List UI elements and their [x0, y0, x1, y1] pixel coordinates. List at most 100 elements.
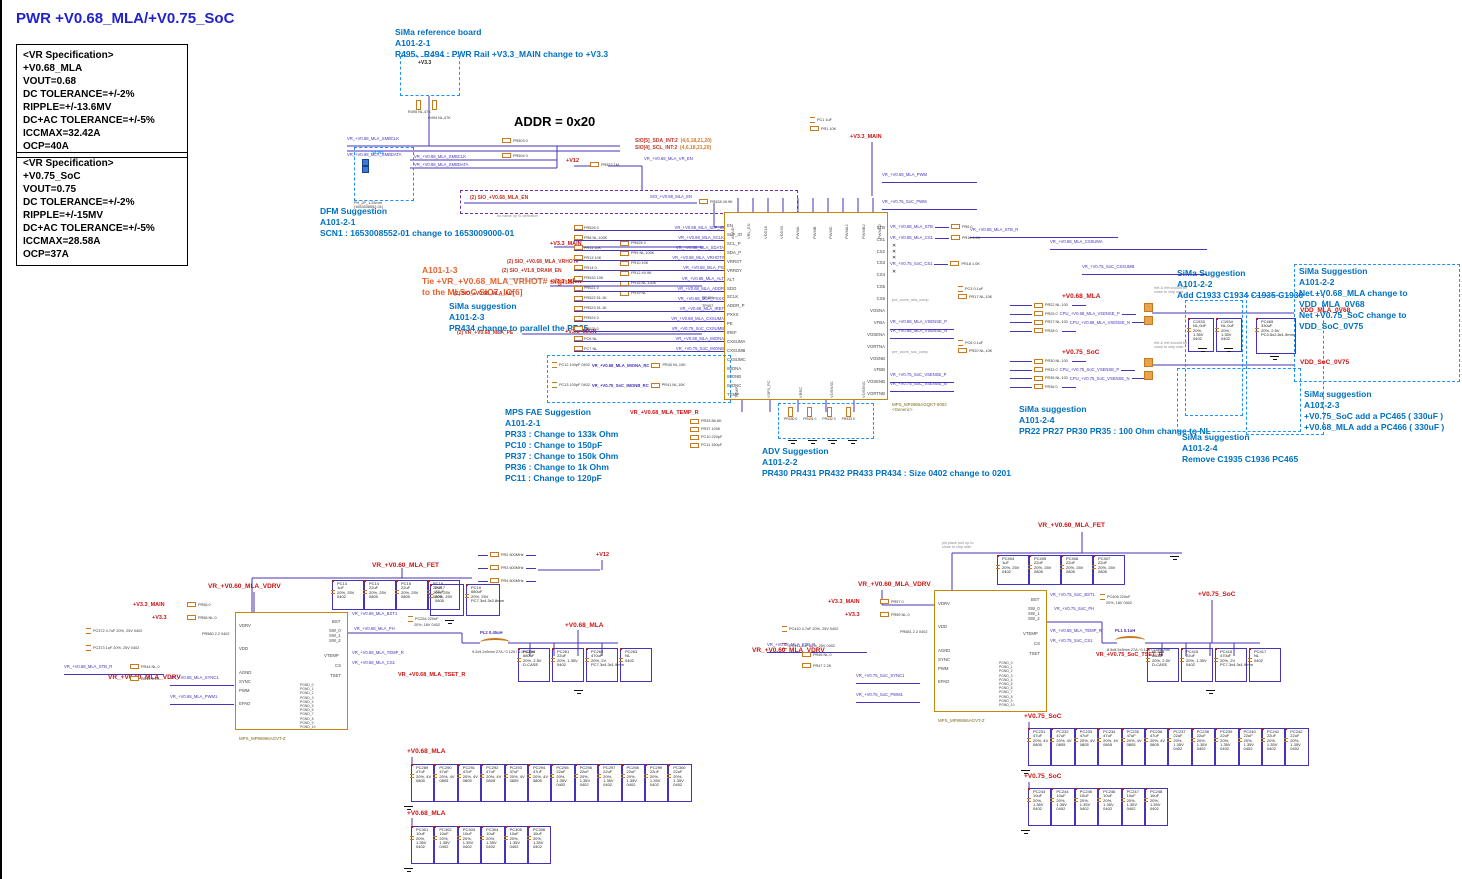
net-label-bank-soc2: +V0.75_SoC — [1024, 773, 1062, 780]
pin-pgnd: PGND_9 — [999, 698, 1013, 703]
pin-agnd: AGND — [239, 670, 252, 675]
series-resistor-label: PR523 51.1K — [584, 306, 607, 311]
note-net-rename: SiMa Suggestion A101-2-2 Net +V0.68_MLA … — [1299, 266, 1408, 332]
series-resistor-icon — [574, 235, 583, 241]
pr43x-box — [778, 403, 874, 439]
bulk-cap: PC238 22uF 20%, 1.35V 0402 — [1190, 728, 1216, 766]
power-stage-soc-ic — [934, 590, 1047, 712]
net-label-vdrv-soc-left: VR_+V0.60_MLA_VDRV — [752, 647, 825, 654]
scn1-net-data: VR_+V0.68_MLA_SMBDATA — [414, 162, 469, 167]
pin-label: PE — [727, 321, 733, 327]
pin-label: VORTNB — [867, 391, 885, 397]
resistor-pr57-label: PR57 0 — [891, 599, 904, 604]
pr43x-resistor-icon — [788, 407, 794, 417]
pin-sw1: SW_1 — [1028, 611, 1040, 616]
resistor-r494 — [432, 100, 437, 110]
pin-sw1: SW_1 — [329, 633, 341, 638]
pin-label: PXXX — [727, 312, 739, 318]
note-sima-reference-board: SiMa reference board A101-2-1 R495、R494 … — [395, 27, 609, 60]
controller-left-net-rows: PR526 0 VR_+V0.68_MLA_SLP_IO PR8 NL,100K… — [574, 221, 724, 353]
series-resistor-icon — [574, 346, 583, 352]
bulk-cap: PC247 10uF 20%, 1.35V 0402 — [1120, 788, 1145, 826]
pin-label: ADDR_P — [727, 303, 745, 309]
net-vsense-n-soc: VR_+V0.75_SoC_VSENSE_N — [890, 381, 947, 386]
pin-label: SDO — [727, 285, 737, 291]
pin-bst: BST — [332, 619, 341, 624]
net-ph-soc: VR_+V0.75_SoC_PH — [1054, 606, 1095, 611]
temp-comp-label: PC11 150pF — [701, 443, 723, 447]
bulk-cap: PC300 22uF 20%, 1.35V 0402 — [667, 764, 692, 802]
sense-net-label: CPU_+V0.68_MLA_VSENSE_P — [1059, 311, 1120, 317]
ground-icon — [808, 440, 817, 445]
note-remove-caps: SiMa suggestion A101-2-4 Remove C1935 C1… — [1182, 432, 1299, 465]
cap-pc254 — [408, 616, 413, 622]
pin-label: IMONA — [727, 365, 742, 371]
net-label: VR_+V0.75_SoC_CXSUMB — [671, 326, 724, 332]
cap-pc3 — [958, 286, 963, 292]
net-label: VR_+V0.68_MLA_PXXX — [678, 295, 724, 301]
pin-pgnd: PGND_5 — [300, 703, 314, 708]
cap-bank-soc-1: PC231 47uF 20%, 4V 0805 PC232 47uF 20%, 4… — [1026, 728, 1309, 766]
series-resistor-icon — [574, 265, 583, 271]
sense-resistor-icon — [1034, 358, 1043, 364]
pin-label: STB — [876, 224, 885, 230]
pin-tset: TSET — [1029, 651, 1040, 656]
bulk-cap: PC244 10uF 20%, 1.35V 0402 — [1050, 788, 1075, 826]
bulk-cap: PC234 47uF 20%, 4V 0805 — [1097, 728, 1122, 766]
ground-icon — [1170, 556, 1179, 561]
output-cap: PC417 NL 0402 — [1248, 648, 1281, 682]
pr43x-resistor-icon — [807, 407, 813, 417]
ground-icon — [574, 690, 583, 695]
bulk-cap: PC239 22uF 20%, 1.35V 0402 — [1214, 728, 1239, 766]
net-cssumb-run: VR_+V0.75_SoC_CSSUMB — [1082, 255, 1207, 275]
bulk-cap: PC245 10uF 20%, 1.35V 0402 — [1073, 788, 1099, 826]
pin-label: CXSUMB — [727, 347, 746, 353]
cap-pc372 — [86, 628, 91, 634]
sync-run-mla: VR_+V0.68_MLA_SYNC1 — [170, 666, 234, 686]
resistor-r494-ref: R494 — [428, 116, 438, 120]
bulk-cap: PC232 47uF 20%, 4V 0805 — [1050, 728, 1075, 766]
no-connect-x-icon: ✕ — [892, 249, 897, 255]
bulk-cap: PC297 22uF 20%, 1.35V 0402 — [597, 764, 622, 802]
pin-pgnd: PGND_10 — [999, 702, 1015, 707]
sense-resistor-icon — [1034, 328, 1043, 334]
inductor-pl1-label: PL1 0.1uH — [1115, 628, 1136, 633]
power-stage-mla-ic — [235, 612, 348, 730]
net-row: PR524 0 VR_+V0.68_MLA_CXSUMA — [574, 312, 724, 322]
net-cssuma: VR_+V0.68_MLA_CSSUMA — [1050, 239, 1103, 244]
net-label-vdrv-soc-top: VR_+V0.60_MLA_VDRV — [858, 581, 931, 588]
net-label-vdrv-mla-top: VR_+V0.60_MLA_VDRV — [208, 583, 281, 590]
pin-label: CS1 — [876, 236, 885, 242]
pullup-resistor-label: PR15 NL,100K — [631, 281, 657, 285]
net-label-v33: +V3.3 — [418, 60, 432, 66]
resistor-pr17-label: PR17 NL,10K — [969, 294, 993, 299]
net-label: VR_+V0.68_MLA_ALT — [681, 275, 724, 281]
sense-resistor-label: PR36 0 — [1045, 384, 1058, 389]
cap-pc408 — [1100, 594, 1105, 600]
scn1-part-label: PH_2P_1.25mm (1653008552-01) — [354, 201, 384, 209]
output-cap: PC416 470uF 20%, 2V PC7.3x4.3x1.9mm — [1214, 648, 1253, 682]
pin-label: SDA_P — [727, 249, 742, 255]
bulk-cap: PC303 10uF 20%, 1.35V 0402 — [456, 826, 482, 864]
stage-soc-part-number: MPS_MP86956AGVT-Z — [938, 718, 985, 723]
cap-pc12 — [552, 362, 557, 368]
controller-part-subtitle: <Generic> — [892, 407, 913, 413]
note-mps-fae: MPS FAE Suggestion A101-2-1 PR33 : Chang… — [505, 407, 619, 484]
pin-vdrv: VDRV — [938, 601, 950, 606]
series-resistor-icon — [574, 225, 583, 231]
bulk-cap: PC248 10uF 20%, 1.35V 0402 — [1143, 788, 1169, 826]
net-cssuma-run: VR_+V0.68_MLA_CSSUMA — [1050, 230, 1207, 250]
pin-sw2: SW_2 — [329, 638, 341, 643]
net-row: PC6 NL VR_+V0.68_MLA_IMONA — [574, 332, 724, 343]
output-cap-group: C1933 NL,0uF 20%, 1.35V 0402 C1934 NL,0u… — [1187, 318, 1242, 352]
pgnd-pins-soc: PGND_0 PGND_1 PGND_2 PGND_3 PGND_4 PGND_5 PGND… — [999, 661, 1015, 708]
ferrite-resistor-icon — [490, 552, 499, 557]
cap-pc13 — [552, 382, 557, 388]
net-row: PR532 10K VR_+V0.68_MLA_ALT — [574, 271, 724, 282]
pin-label: ALT — [727, 276, 735, 282]
sense-resistor-icon — [1034, 319, 1043, 325]
net-label-bank-mla2: +V0.68_MLA — [407, 810, 446, 817]
resistor-r495 — [416, 100, 421, 110]
resistor-pr504-label: PR504 0 — [513, 153, 528, 158]
output-cap: PC261 22uF 20%, 1.35V 0402 — [551, 648, 584, 682]
